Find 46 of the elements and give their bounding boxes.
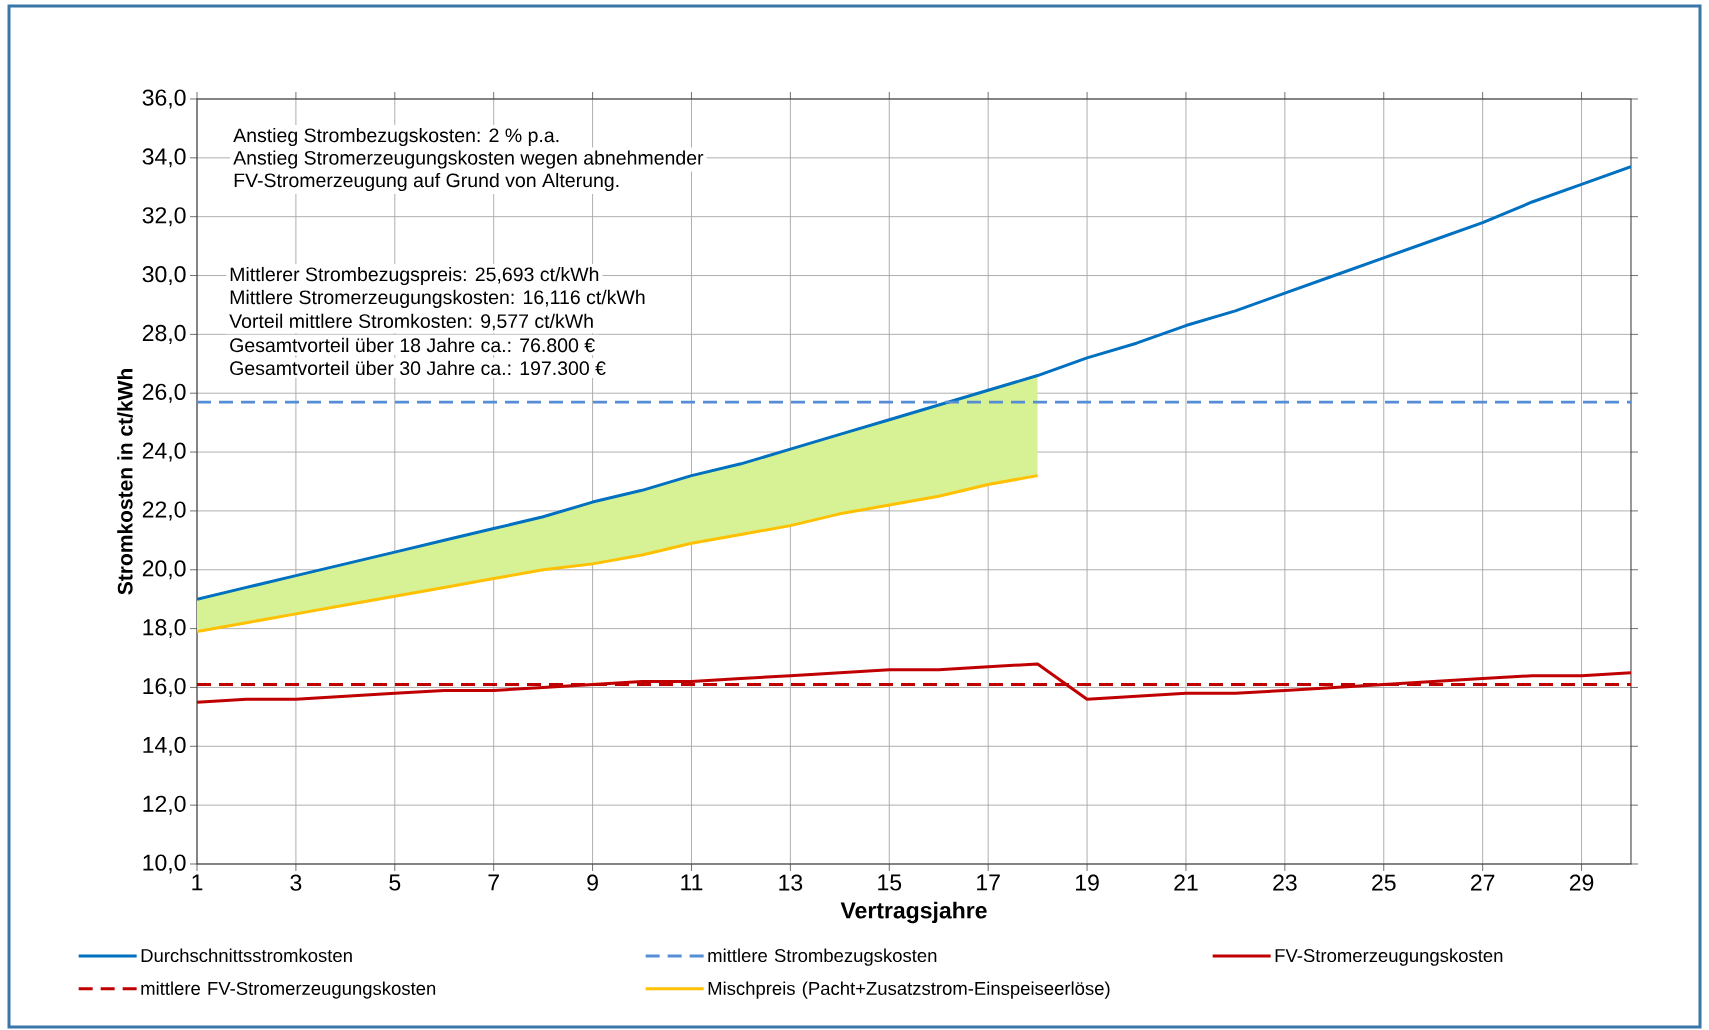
y-tick-label: 14,0 <box>143 736 186 756</box>
y-tick-label: 30,0 <box>142 266 186 286</box>
y-tick-label: 24,0 <box>142 442 186 462</box>
y-tick-label: 32,0 <box>142 207 186 227</box>
annotation: Gesamtvorteil über 30 Jahre ca.: 197.300 € <box>230 360 606 376</box>
x-axis-title: Vertragsjahre <box>840 901 987 924</box>
y-tick-label: 12,0 <box>143 795 186 815</box>
y-tick-label: 28,0 <box>142 324 186 344</box>
y-tick-label: 20,0 <box>142 560 186 580</box>
x-tick-label: 1 <box>192 874 203 891</box>
legend-label: Durchschnittsstromkosten <box>141 948 352 963</box>
x-tick-label: 5 <box>389 874 401 891</box>
y-tick-label: 34,0 <box>142 148 186 168</box>
x-tick-label: 11 <box>681 874 703 891</box>
x-tick-label: 15 <box>878 874 902 891</box>
annotation: Vorteil mittlere Stromkosten: 9,577 ct/kWh <box>229 313 593 331</box>
line-series <box>197 662 1631 704</box>
y-axis-title: Stromkosten in ct/kWh <box>117 369 133 595</box>
legend-label: mittlere FV-Stromerzeugungskosten <box>141 981 436 999</box>
x-tick-label: 17 <box>977 874 1000 891</box>
legend-label: FV-Stromerzeugungskosten <box>1275 948 1503 966</box>
x-tick-label: 21 <box>1174 874 1198 891</box>
annotation: Mittlerer Strombezugspreis: 25,693 ct/kWh <box>230 266 599 286</box>
annotation: Anstieg Stromerzeugungskosten wegen abnehmender <box>233 150 704 169</box>
line-series <box>197 474 1040 634</box>
x-tick-label: 13 <box>779 874 803 891</box>
y-tick-label: 18,0 <box>143 619 186 639</box>
x-tick-label: 7 <box>488 874 499 891</box>
annotation: Anstieg Strombezugskosten: 2 % p.a. <box>233 127 559 147</box>
annotation: FV-Stromerzeugung auf Grund von Alterung. <box>234 172 619 192</box>
x-tick-label: 25 <box>1372 874 1396 891</box>
y-tick-label: 10,0 <box>143 854 186 874</box>
legend-label: Mischpreis (Pacht+Zusatzstrom-Einspeiseerlöse) <box>708 981 1110 999</box>
annotation: Mittlere Stromerzeugungskosten: 16,116 ct/kWh <box>230 289 645 309</box>
y-tick-label: 22,0 <box>142 501 186 521</box>
x-tick-label: 9 <box>587 874 598 891</box>
y-tick-label: 16,0 <box>143 677 186 697</box>
y-tick-label: 36,0 <box>142 89 186 109</box>
annotation: Gesamtvorteil über 18 Jahre ca.: 76.800 € <box>230 337 595 353</box>
x-tick-label: 3 <box>290 874 302 891</box>
legend-label: mittlere Strombezugskosten <box>708 948 937 966</box>
x-tick-label: 23 <box>1273 874 1297 891</box>
x-tick-label: 27 <box>1471 874 1495 891</box>
x-tick-label: 19 <box>1076 874 1099 891</box>
y-tick-label: 26,0 <box>142 383 186 403</box>
x-tick-label: 29 <box>1569 874 1594 891</box>
